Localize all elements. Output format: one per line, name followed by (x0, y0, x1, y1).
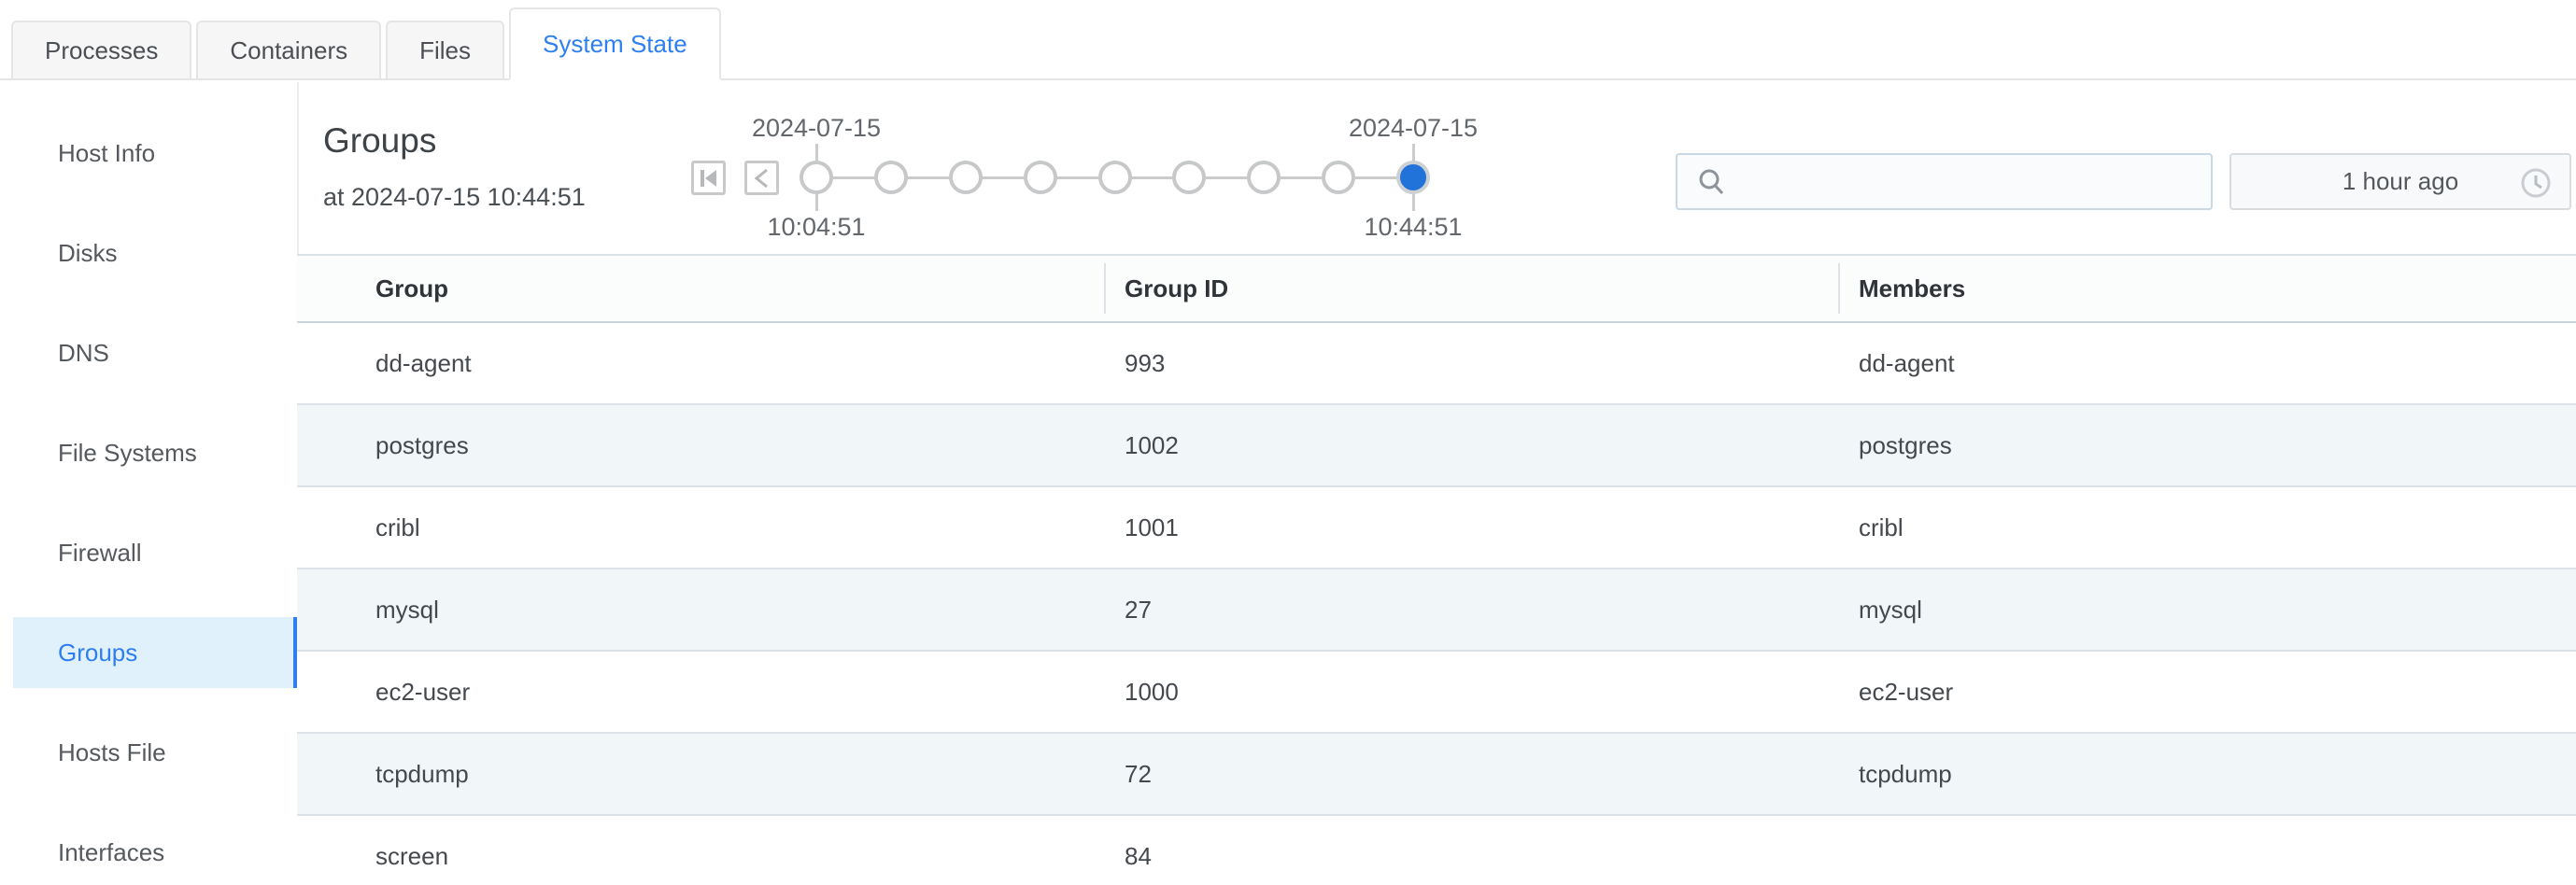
group-members (1838, 816, 2576, 885)
column-header-group: Group (375, 274, 448, 302)
search-input[interactable] (1737, 155, 2209, 208)
groups-table: Group Group ID Members dd-agent 993 dd-a… (297, 254, 2576, 885)
timeline-snapshot-dot-selected[interactable] (1396, 161, 1430, 194)
group-name: dd-agent (375, 348, 472, 377)
page-subtitle-timestamp: at 2024-07-15 10:44:51 (323, 183, 586, 211)
column-header-group-id: Group ID (1104, 256, 1838, 321)
timeline-start-date: 2024-07-15 (751, 114, 882, 142)
group-id: 1002 (1125, 430, 1179, 459)
sidebar-item-hosts-file[interactable]: Hosts File (58, 738, 166, 766)
group-id: 1000 (1125, 677, 1179, 706)
timeline-step-back-button[interactable] (744, 161, 779, 195)
timeline-end-date: 2024-07-15 (1348, 114, 1479, 142)
group-name: mysql (375, 595, 439, 624)
group-members: tcpdump (1859, 759, 1952, 788)
time-range-label: 1 hour ago (2342, 167, 2459, 195)
group-id: 72 (1125, 759, 1152, 788)
table-row: tcpdump 72 tcpdump (297, 734, 2576, 816)
table-row: ec2-user 1000 ec2-user (297, 652, 2576, 734)
sidebar-item-host-info[interactable]: Host Info (58, 138, 156, 167)
table-row: cribl 1001 cribl (297, 487, 2576, 569)
time-range-selector[interactable]: 1 hour ago (2229, 153, 2571, 210)
timeline-start-time: 10:04:51 (767, 213, 866, 241)
search-box (1676, 153, 2213, 210)
timeline-snapshot-dot-8[interactable] (1322, 161, 1355, 194)
tab-system-state[interactable]: System State (509, 7, 721, 80)
tab-containers[interactable]: Containers (196, 21, 382, 78)
group-name: postgres (375, 430, 469, 459)
sidebar: Host Info Disks DNS File Systems Firewal… (0, 82, 299, 885)
sidebar-item-firewall[interactable]: Firewall (58, 538, 142, 567)
timeline-end-time: 10:44:51 (1364, 213, 1463, 241)
timeline-snapshot-dot-5[interactable] (1098, 161, 1132, 194)
table-row: screen 84 (297, 816, 2576, 885)
timeline-snapshot-dot-4[interactable] (1024, 161, 1057, 194)
timeline-snapshot-dot-1[interactable] (800, 161, 833, 194)
sidebar-item-disks[interactable]: Disks (58, 238, 118, 267)
chevron-left-icon (753, 168, 771, 189)
group-id: 993 (1125, 348, 1166, 377)
group-members: postgres (1859, 430, 1952, 459)
group-id: 27 (1125, 595, 1152, 624)
sidebar-item-interfaces[interactable]: Interfaces (58, 837, 165, 866)
top-tab-bar: Processes Containers Files System State (0, 0, 2576, 80)
timeline-snapshot-dot-7[interactable] (1247, 161, 1281, 194)
tab-processes[interactable]: Processes (11, 21, 192, 78)
table-row: mysql 27 mysql (297, 569, 2576, 652)
group-name: screen (375, 841, 449, 870)
group-name: cribl (375, 513, 420, 541)
sidebar-item-groups[interactable]: Groups (13, 617, 299, 688)
timeline-snapshot-dot-6[interactable] (1172, 161, 1206, 194)
table-header-row: Group Group ID Members (297, 254, 2576, 323)
sidebar-item-file-systems[interactable]: File Systems (58, 438, 197, 467)
column-header-members: Members (1838, 256, 2576, 321)
table-row: postgres 1002 postgres (297, 405, 2576, 487)
timeline-skip-to-first-button[interactable] (691, 161, 726, 195)
group-id: 1001 (1125, 513, 1179, 541)
timeline-snapshot-dot-2[interactable] (874, 161, 908, 194)
group-members: dd-agent (1859, 348, 1955, 377)
tab-files[interactable]: Files (386, 21, 505, 78)
group-id: 84 (1125, 841, 1152, 870)
skip-to-first-icon (699, 168, 719, 189)
group-members: ec2-user (1859, 677, 1954, 706)
page-title: Groups (323, 121, 437, 160)
table-row: dd-agent 993 dd-agent (297, 323, 2576, 405)
group-name: tcpdump (375, 759, 469, 788)
timeline-snapshot-dot-3[interactable] (949, 161, 983, 194)
group-members: mysql (1859, 595, 1922, 624)
group-members: cribl (1859, 513, 1904, 541)
group-name: ec2-user (375, 677, 471, 706)
sidebar-item-dns[interactable]: DNS (58, 338, 109, 367)
